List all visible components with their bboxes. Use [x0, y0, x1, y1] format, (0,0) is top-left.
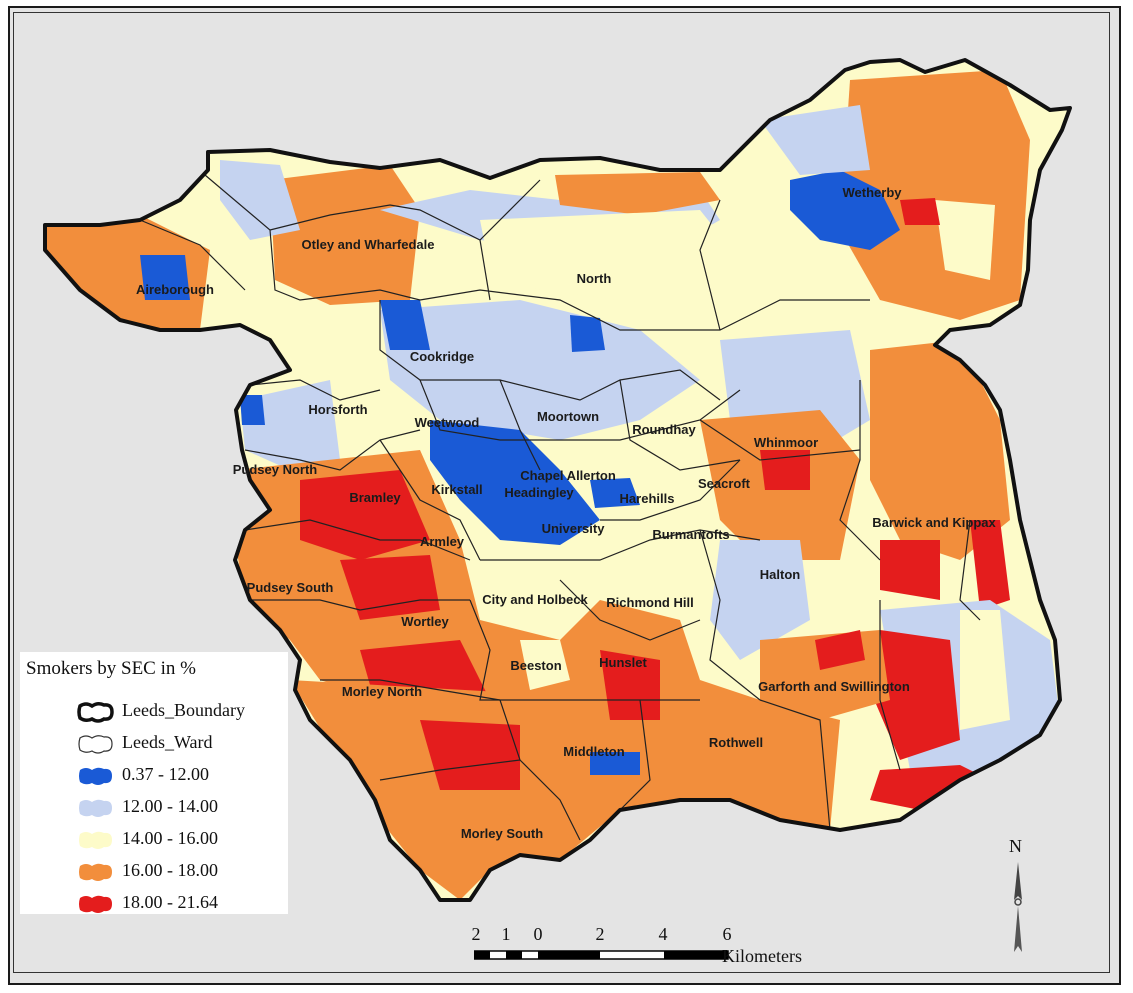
- ward-label: Bramley: [349, 490, 401, 505]
- ward-label: Morley South: [461, 826, 543, 841]
- legend-item-class-1: 0.37 - 12.00: [76, 762, 288, 790]
- ward-label: Horsforth: [308, 402, 367, 417]
- color-swatch-icon: [79, 767, 112, 785]
- ward-label: Hunslet: [599, 655, 647, 670]
- ward-label: Aireborough: [136, 282, 214, 297]
- ward-label: Headingley: [504, 485, 574, 500]
- ward-label: Wortley: [401, 614, 449, 629]
- ward-label: Cookridge: [410, 349, 474, 364]
- ward-label: Whinmoor: [754, 435, 818, 450]
- map-legend: Smokers by SEC in % Leeds_Boundary Leeds…: [20, 652, 288, 914]
- north-arrow-icon: [1014, 862, 1022, 952]
- ward-label: Kirkstall: [431, 482, 482, 497]
- ward-label: Otley and Wharfedale: [302, 237, 435, 252]
- legend-item-ward: Leeds_Ward: [76, 730, 288, 758]
- ward-label: Garforth and Swillington: [758, 679, 910, 694]
- north-label: N: [1009, 836, 1022, 856]
- ward-label: Chapel Allerton: [520, 468, 616, 483]
- ward-boundaries: [139, 174, 981, 841]
- ward-label: Roundhay: [632, 422, 696, 437]
- ward-label: Armley: [420, 534, 465, 549]
- ward-label: Moortown: [537, 409, 599, 424]
- ward-label: Pudsey South: [247, 580, 334, 595]
- legend-title: Smokers by SEC in %: [26, 658, 196, 679]
- legend-item-class-2: 12.00 - 14.00: [76, 794, 288, 822]
- legend-label: Leeds_Boundary: [122, 700, 245, 720]
- ward-label: Richmond Hill: [606, 595, 693, 610]
- ward-label: Weetwood: [415, 415, 480, 430]
- legend-label: Leeds_Ward: [122, 732, 213, 752]
- color-swatch-icon: [79, 863, 112, 881]
- ward-outline-icon: [78, 735, 113, 754]
- ward-label: Harehills: [620, 491, 675, 506]
- ward-label: University: [542, 521, 606, 536]
- ward-label: Middleton: [563, 744, 624, 759]
- scale-units-label: Kilometers: [722, 946, 802, 966]
- scale-bar: 2 1 0 2 4 6 Kilometers: [460, 924, 840, 974]
- color-swatch-icon: [79, 799, 112, 817]
- ward-label: Seacroft: [698, 476, 751, 491]
- scale-tick-label: 1: [501, 924, 511, 944]
- ward-label: Halton: [760, 567, 801, 582]
- scale-tick-label: 0: [533, 924, 543, 944]
- ward-label: Pudsey North: [233, 462, 318, 477]
- ward-label: Wetherby: [843, 185, 903, 200]
- legend-label: 18.00 - 21.64: [122, 892, 218, 912]
- legend-item-class-3: 14.00 - 16.00: [76, 826, 288, 854]
- color-swatch-icon: [79, 831, 112, 849]
- color-swatch-icon: [79, 895, 112, 913]
- scale-tick-label: 2: [595, 924, 605, 944]
- scale-tick-label: 2: [471, 924, 481, 944]
- boundary-outline-icon: [77, 701, 114, 723]
- legend-item-boundary: Leeds_Boundary: [76, 698, 288, 726]
- legend-label: 14.00 - 16.00: [122, 828, 218, 848]
- map-neatline: [13, 12, 1110, 973]
- ward-label: Burmantofts: [652, 527, 729, 542]
- ward-label: Morley North: [342, 684, 422, 699]
- legend-label: 12.00 - 14.00: [122, 796, 218, 816]
- north-arrow: N: [1000, 836, 1040, 956]
- scale-tick-label: 4: [658, 924, 668, 944]
- ward-label: Barwick and Kippax: [872, 515, 996, 530]
- scale-bar-graphic: [474, 950, 729, 960]
- ward-label: North: [577, 271, 612, 286]
- legend-label: 16.00 - 18.00: [122, 860, 218, 880]
- leeds-boundary: [43, 58, 1072, 902]
- scale-tick-label: 6: [722, 924, 732, 944]
- ward-labels: Otley and Wharfedale Wetherby Aireboroug…: [136, 185, 997, 841]
- legend-item-class-5: 18.00 - 21.64: [76, 890, 288, 918]
- legend-label: 0.37 - 12.00: [122, 764, 209, 784]
- ward-label: Beeston: [510, 658, 561, 673]
- ward-label: City and Holbeck: [482, 592, 588, 607]
- ward-label: Rothwell: [709, 735, 763, 750]
- legend-item-class-4: 16.00 - 18.00: [76, 858, 288, 886]
